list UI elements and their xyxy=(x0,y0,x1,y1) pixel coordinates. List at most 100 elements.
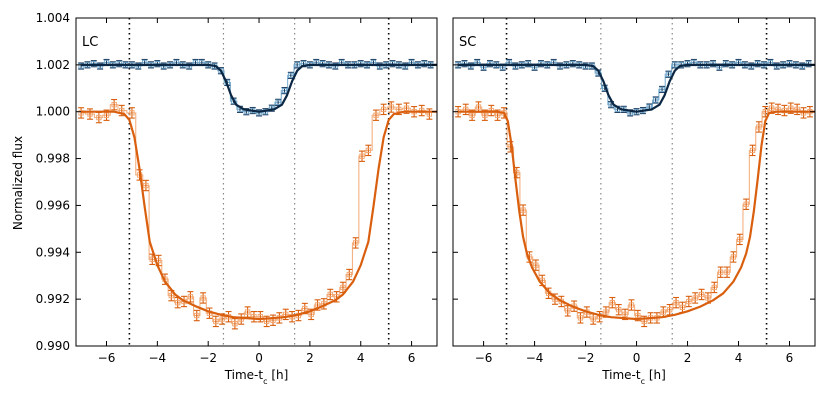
data-marker xyxy=(187,294,194,300)
x-tick-label: 4 xyxy=(357,351,365,365)
series-0-point xyxy=(730,251,737,263)
data-marker xyxy=(380,106,387,113)
plot-area xyxy=(78,18,437,346)
data-marker xyxy=(168,292,174,299)
data-marker xyxy=(175,300,181,306)
series-0-point xyxy=(359,150,366,162)
series-0-point xyxy=(462,103,469,116)
series-0-step-line xyxy=(81,104,430,325)
data-marker xyxy=(533,262,539,268)
x-tick-label: 6 xyxy=(786,351,794,365)
data-marker xyxy=(327,291,333,298)
data-marker xyxy=(679,304,686,310)
x-tick-label: −4 xyxy=(149,351,167,365)
data-marker xyxy=(281,87,288,94)
series-2-point xyxy=(294,61,301,69)
data-marker xyxy=(692,295,698,301)
x-tick-label: 4 xyxy=(735,351,743,365)
series-0-point xyxy=(142,179,149,192)
series-2-point xyxy=(281,87,288,95)
data-marker xyxy=(275,99,281,105)
x-tick-label: 2 xyxy=(306,351,314,365)
series-0-point xyxy=(200,292,207,304)
series-0-point xyxy=(365,144,372,157)
series-0-point xyxy=(736,233,743,246)
x-axis-label-subscript: c xyxy=(641,377,645,386)
series-0-point xyxy=(212,315,219,328)
y-tick-label: 0.990 xyxy=(36,339,70,353)
data-marker xyxy=(294,62,300,68)
series-0-point xyxy=(749,144,756,157)
series-0-point xyxy=(231,318,238,330)
series-2-point xyxy=(652,96,659,104)
x-axis-label: Time-tc [h] xyxy=(601,368,666,386)
series-0-point xyxy=(685,295,692,308)
data-marker xyxy=(616,307,622,313)
data-marker xyxy=(718,269,724,275)
series-0-point xyxy=(257,311,264,323)
data-marker xyxy=(660,309,666,315)
data-marker xyxy=(667,307,673,313)
data-marker xyxy=(396,106,402,113)
series-2-point xyxy=(665,70,672,78)
data-marker xyxy=(232,321,238,327)
data-marker xyxy=(359,153,365,159)
data-marker xyxy=(603,309,609,315)
data-marker xyxy=(628,302,635,308)
data-marker xyxy=(622,311,628,318)
x-axis-label: Time-tc [h] xyxy=(224,368,289,386)
series-0-point xyxy=(698,288,705,301)
series-0-point xyxy=(78,107,85,119)
y-tick-label: 0.998 xyxy=(36,152,70,166)
series-0-point xyxy=(800,107,807,119)
panel-sc: −6 −4 −2 0 2 4 6 SC Time-tc [h] xyxy=(452,17,816,386)
series-0-point xyxy=(270,314,277,326)
data-marker xyxy=(111,102,117,108)
series-0-point xyxy=(692,292,699,304)
data-marker xyxy=(244,309,251,315)
data-marker xyxy=(724,269,730,275)
series-0-point xyxy=(339,281,346,294)
x-axis-label-subscript: c xyxy=(263,377,267,386)
x-tick-label: −6 xyxy=(98,351,116,365)
data-marker xyxy=(288,72,294,79)
plot-frame xyxy=(452,17,816,347)
data-marker xyxy=(200,295,206,301)
series-1-model-line xyxy=(458,110,815,321)
series-0-point xyxy=(372,109,379,121)
data-marker xyxy=(665,71,672,77)
data-marker xyxy=(143,182,149,189)
series-0-point xyxy=(327,288,334,301)
data-marker xyxy=(469,112,475,118)
series-0-point xyxy=(775,103,782,116)
data-marker xyxy=(219,316,225,322)
series-0-point xyxy=(564,305,571,317)
series-0-point xyxy=(481,109,488,121)
series-0-point xyxy=(673,296,680,309)
data-marker xyxy=(756,124,762,130)
series-1-model-line xyxy=(81,110,437,321)
series-0-point xyxy=(596,311,603,323)
x-tick-label: 2 xyxy=(684,351,692,365)
panel-lc: −6 −4 −2 0 2 4 6 0.990 0.992 0.994 0.996 0.998 1.000… xyxy=(36,11,438,386)
series-0-point xyxy=(615,303,622,316)
data-marker xyxy=(365,147,372,154)
data-marker xyxy=(475,104,482,110)
data-marker xyxy=(577,315,584,321)
series-0-point xyxy=(111,98,118,111)
series-0-point xyxy=(193,309,200,322)
series-0-point xyxy=(711,281,718,294)
data-marker xyxy=(749,147,756,154)
data-marker xyxy=(737,236,743,243)
data-marker xyxy=(730,254,737,260)
data-marker xyxy=(698,291,705,298)
y-tick-label: 0.992 xyxy=(36,292,70,306)
data-marker xyxy=(520,207,526,213)
series-0-point xyxy=(520,204,527,216)
series-0-point xyxy=(418,104,425,117)
x-tick-label: −4 xyxy=(526,351,544,365)
data-marker xyxy=(788,105,794,111)
series-0-point xyxy=(187,291,194,303)
series-0-point xyxy=(118,104,125,117)
series-0-point xyxy=(717,266,724,278)
